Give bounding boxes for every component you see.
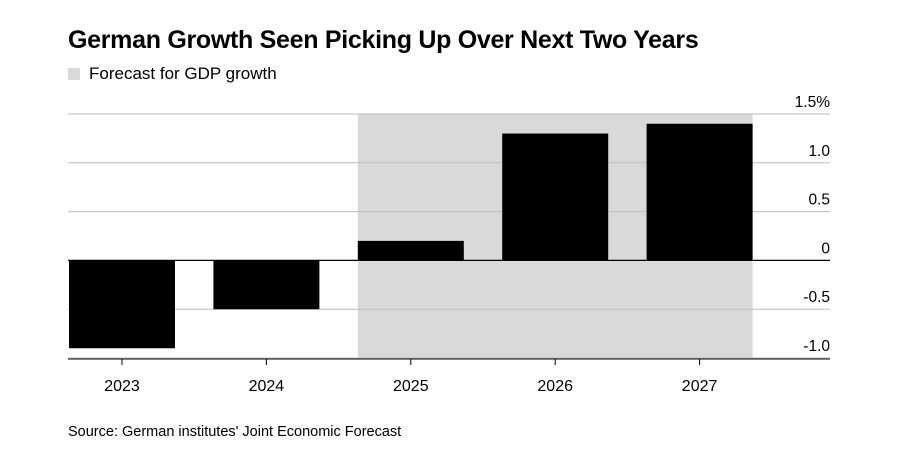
chart-title: German Growth Seen Picking Up Over Next … <box>68 26 699 54</box>
x-tick-label-2025: 2025 <box>393 378 429 395</box>
x-tick-label-2024: 2024 <box>249 378 285 395</box>
x-tick-label-2023: 2023 <box>104 378 140 395</box>
y-tick-label-3: 0 <box>821 240 830 257</box>
legend-swatch-forecast <box>68 68 80 80</box>
bar-2027 <box>646 123 753 261</box>
x-tick-label-2027: 2027 <box>682 378 718 395</box>
y-tick-label-0: 1.5% <box>795 94 831 111</box>
bar-2026 <box>502 133 609 261</box>
x-tick-label-2026: 2026 <box>537 378 573 395</box>
legend: Forecast for GDP growth <box>68 64 277 84</box>
bar-2024 <box>213 260 320 310</box>
bar-2025 <box>357 240 464 261</box>
y-tick-label-4: -0.5 <box>803 289 830 306</box>
legend-label-forecast: Forecast for GDP growth <box>89 64 277 83</box>
bar-2023 <box>69 260 175 349</box>
y-tick-label-1: 1.0 <box>808 143 830 160</box>
y-tick-label-2: 0.5 <box>808 192 830 209</box>
source-note: Source: German institutes' Joint Economi… <box>68 424 402 440</box>
y-tick-label-5: -1.0 <box>803 338 830 355</box>
